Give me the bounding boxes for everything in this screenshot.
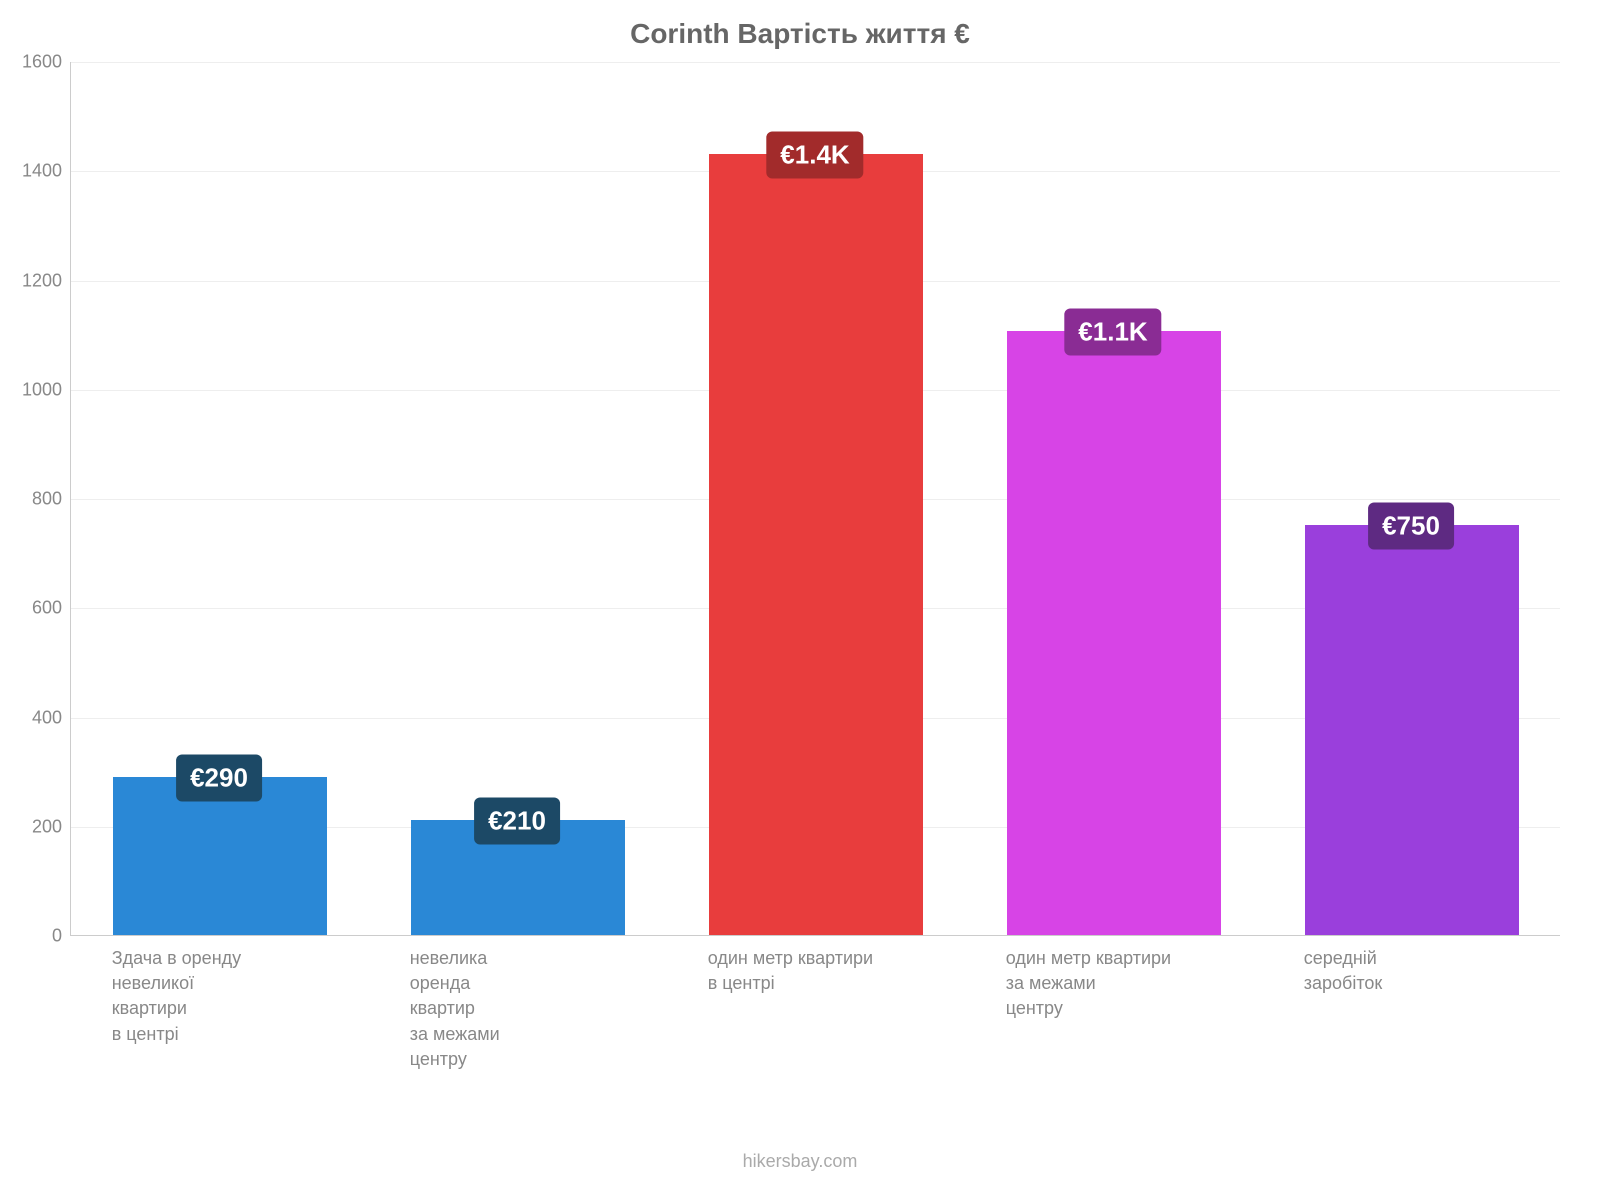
y-tick-label: 1200	[22, 270, 62, 291]
y-tick-label: 1400	[22, 161, 62, 182]
bar	[1305, 525, 1520, 935]
chart-container: Corinth Вартість життя € hikersbay.com 0…	[0, 0, 1600, 1200]
plot-area	[70, 62, 1560, 936]
y-tick-label: 800	[32, 489, 62, 510]
gridline	[71, 62, 1560, 63]
bar-value-label: €750	[1368, 503, 1454, 550]
bar-value-label: €290	[176, 754, 262, 801]
y-tick-label: 0	[52, 926, 62, 947]
bar-value-label: €210	[474, 798, 560, 845]
chart-title: Corinth Вартість життя €	[0, 18, 1600, 50]
x-tick-label: середній заробіток	[1304, 946, 1519, 996]
x-tick-label: один метр квартири в центрі	[708, 946, 923, 996]
bar	[1007, 331, 1222, 935]
y-tick-label: 600	[32, 598, 62, 619]
y-tick-label: 200	[32, 816, 62, 837]
y-tick-label: 1600	[22, 52, 62, 73]
x-tick-label: один метр квартири за межами центру	[1006, 946, 1221, 1022]
y-tick-label: 400	[32, 707, 62, 728]
bar-value-label: €1.1K	[1064, 309, 1161, 356]
chart-footer: hikersbay.com	[0, 1151, 1600, 1172]
y-tick-label: 1000	[22, 379, 62, 400]
bar	[709, 154, 924, 935]
x-tick-label: Здача в оренду невеликої квартири в цент…	[112, 946, 327, 1047]
bar-value-label: €1.4K	[766, 131, 863, 178]
x-tick-label: невелика оренда квартир за межами центру	[410, 946, 625, 1072]
